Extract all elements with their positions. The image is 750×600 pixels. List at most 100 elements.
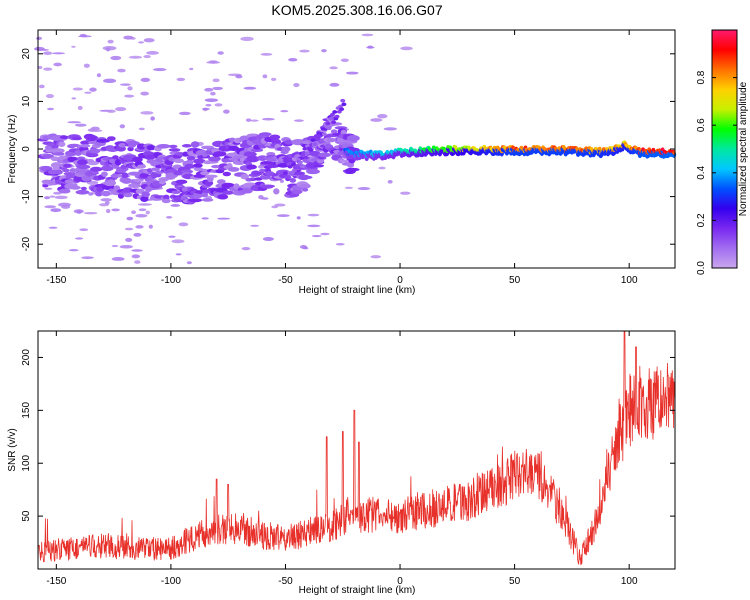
- snr-y-tick-label: 200: [21, 349, 32, 366]
- spectrogram-cell: [81, 175, 92, 182]
- spectrogram-cell: [245, 118, 252, 122]
- spectrogram-cell: [89, 129, 103, 132]
- spectrogram-cell: [119, 83, 131, 86]
- spectrogram-cell: [37, 66, 43, 70]
- spectrogram-cell: [217, 51, 224, 55]
- spectrogram-cell: [184, 163, 195, 169]
- spectrogram-ylabel: Frequency (Hz): [7, 115, 18, 184]
- spectrogram-cell: [104, 201, 110, 205]
- spectrogram-cell: [161, 198, 171, 204]
- spectrogram-cell: [383, 127, 397, 131]
- colorbar-gradient: [712, 30, 737, 268]
- spectrogram-cell: [345, 71, 359, 75]
- spectrogram-cell: [126, 216, 134, 221]
- spectrogram-cell: [131, 210, 137, 215]
- spectrogram-cell: [325, 121, 331, 126]
- spectrogram-cell: [217, 194, 229, 200]
- spectrogram-cell: [201, 217, 209, 220]
- spectrogram-cell: [131, 249, 143, 252]
- spectrogram-cell: [379, 150, 383, 155]
- spectrogram-cell: [163, 194, 170, 200]
- spectrogram-cell: [253, 144, 261, 150]
- colorbar-tick-label: 0.2: [696, 213, 707, 227]
- spectrogram-cell: [51, 144, 59, 149]
- spectrogram-cell: [140, 91, 149, 96]
- spectrogram-cell: [141, 191, 150, 198]
- spectrogram-cell: [43, 67, 53, 71]
- spectrogram-x-tick-label: 100: [621, 275, 638, 286]
- snr-x-ticks: -150 -100 -50 0 50 100: [46, 331, 638, 587]
- spectrogram-cell: [72, 87, 83, 91]
- spectrogram-cell: [61, 204, 71, 209]
- colorbar-label: Normalized spectral amplitude: [738, 81, 749, 216]
- spectrogram-cell: [110, 55, 122, 61]
- spectrogram-cell: [186, 261, 192, 265]
- spectrogram-cell: [214, 103, 223, 107]
- snr-x-tick-label: 100: [621, 576, 638, 587]
- spectrogram-cell: [53, 62, 62, 67]
- spectrogram-cell: [341, 102, 347, 107]
- spectrogram-cell: [211, 164, 221, 169]
- spectrogram-cell: [346, 135, 360, 142]
- spectrogram-cell: [357, 187, 371, 191]
- spectrogram-cell: [166, 215, 173, 219]
- spectrogram-x-ticks: -150 -100 -50 0 50 100: [46, 30, 638, 286]
- snr-frame: [37, 330, 676, 570]
- snr-y-tick-label: 50: [21, 510, 32, 522]
- spectrogram-cell: [262, 117, 275, 121]
- spectrogram-cell: [111, 257, 125, 261]
- spectrogram-cell: [200, 171, 210, 176]
- spectrogram-y-tick-label: 20: [21, 48, 32, 60]
- spectrogram-cell: [101, 171, 108, 177]
- snr-ylabel: SNR (v/v): [7, 428, 18, 471]
- spectrogram-cell: [53, 152, 65, 156]
- spectrogram-cell: [336, 109, 342, 114]
- spectrogram-cell: [213, 151, 227, 157]
- spectrogram-cell: [300, 175, 313, 180]
- spectrogram-cell: [43, 51, 53, 56]
- spectrogram-cell: [205, 174, 218, 178]
- spectrogram-cell: [308, 148, 314, 152]
- spectrogram-cell: [87, 160, 99, 166]
- spectrogram-cell: [204, 87, 214, 92]
- spectrogram-cell: [201, 107, 211, 111]
- spectrogram-cell: [125, 237, 133, 243]
- spectrogram-cell: [45, 94, 54, 99]
- spectrogram-cell: [339, 107, 345, 111]
- spectrogram-cell: [64, 179, 76, 184]
- spectrogram-cell: [50, 208, 62, 213]
- spectrogram-cell: [146, 51, 159, 55]
- spectrogram-cell: [135, 225, 144, 229]
- spectrogram-cell: [36, 36, 43, 40]
- spectrogram-cell: [182, 151, 189, 157]
- spectrogram-cell: [42, 184, 49, 188]
- spectrogram-cell: [115, 107, 127, 112]
- spectrogram-cell: [175, 253, 182, 256]
- spectrogram-cell: [59, 135, 70, 139]
- spectrogram-cell: [145, 210, 150, 215]
- spectrogram-cell: [78, 35, 92, 38]
- snr-y-tick-label: 100: [21, 454, 32, 471]
- spectrogram-x-tick-label: 0: [397, 275, 403, 286]
- spectrogram-cell: [50, 156, 60, 162]
- spectrogram-cell: [81, 256, 94, 260]
- spectrogram-cell: [347, 167, 360, 172]
- spectrogram-cell: [87, 134, 97, 142]
- spectrogram-cell: [309, 150, 321, 157]
- spectrogram-cell: [262, 237, 274, 242]
- spectrogram-cell: [326, 126, 332, 131]
- spectrogram-cell: [243, 151, 257, 158]
- spectrogram-cell: [150, 116, 155, 121]
- spectrogram-cell: [210, 91, 216, 96]
- spectrogram-cell: [35, 48, 49, 51]
- spectrogram-cell: [313, 164, 324, 168]
- spectrogram-cell: [42, 154, 55, 159]
- spectrogram-cell: [77, 159, 88, 166]
- snr-y-ticks: 50 100 150 200: [21, 349, 675, 522]
- snr-x-tick-label: 50: [509, 576, 521, 587]
- spectrogram-cell: [258, 164, 265, 169]
- spectrogram-cell: [176, 77, 186, 82]
- spectrogram-cell: [133, 232, 142, 237]
- spectrogram-cell: [307, 224, 321, 228]
